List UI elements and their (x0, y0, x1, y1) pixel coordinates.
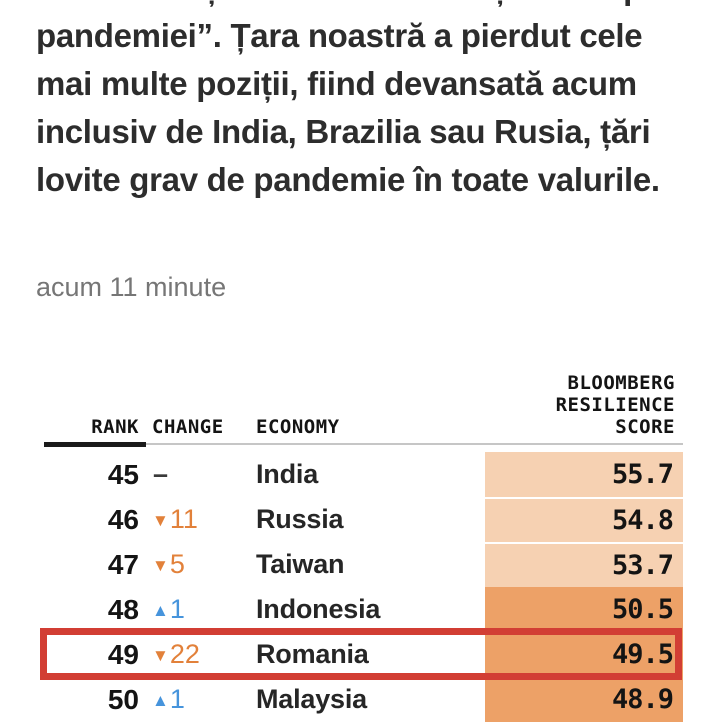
col-header-economy: ECONOMY (256, 416, 340, 438)
score-value: 53.7 (611, 550, 674, 581)
change-value: 22 (169, 639, 200, 669)
score-header-line: BLOOMBERG (567, 372, 675, 394)
table-body: 45 – India 55.7 46 ▼11 Russia 54.8 47 ▼5… (36, 452, 683, 722)
change-cell: – (152, 459, 242, 490)
article-paragraph: bune/rele “țări în care să trăiești în t… (36, 0, 716, 204)
change-cell: ▼11 (152, 504, 242, 535)
economy-cell: Romania (256, 639, 369, 669)
score-cell: 49.5 (485, 632, 683, 677)
change-value: – (153, 459, 169, 489)
table-row: 47 ▼5 Taiwan 53.7 (36, 542, 683, 587)
score-value: 50.5 (611, 594, 674, 625)
rank-cell: 50 (107, 683, 139, 715)
change-cell: ▲1 (152, 684, 242, 715)
article-line: lovite grav de pandemie în toate valuril… (36, 161, 660, 198)
col-header-change: CHANGE (152, 416, 224, 438)
economy-cell: Indonesia (256, 594, 381, 624)
rank-cell: 45 (107, 458, 139, 490)
table-header-row: RANK CHANGE ECONOMY BLOOMBERG RESILIENCE… (36, 368, 683, 438)
header-rule-gray (44, 443, 683, 445)
header-rule-dark (44, 442, 146, 447)
economy-cell: Russia (256, 504, 344, 534)
change-value: 1 (169, 594, 185, 624)
header-rule (36, 442, 683, 450)
table-row: 49 ▼22 Romania 49.5 (36, 632, 683, 677)
change-value: 5 (169, 549, 185, 579)
change-direction-icon: ▲ (152, 691, 169, 710)
article-line: bune/rele “țări în care să trăiești în t… (36, 0, 716, 12)
score-value: 48.9 (611, 684, 674, 715)
change-value: 1 (169, 684, 185, 714)
resilience-score-table: RANK CHANGE ECONOMY BLOOMBERG RESILIENCE… (36, 368, 683, 722)
rank-cell: 47 (107, 548, 139, 580)
rank-cell: 48 (107, 593, 139, 625)
change-direction-icon: ▼ (152, 646, 169, 665)
change-direction-icon: ▼ (152, 556, 169, 575)
economy-cell: Taiwan (256, 549, 345, 579)
article-line: inclusiv de India, Brazilia sau Rusia, ț… (36, 113, 651, 150)
score-cell: 55.7 (485, 452, 683, 497)
score-value: 55.7 (611, 459, 674, 490)
table-row: 48 ▲1 Indonesia 50.5 (36, 587, 683, 632)
score-cell: 53.7 (485, 542, 683, 587)
rank-cell: 46 (107, 503, 139, 535)
table-row: 50 ▲1 Malaysia 48.9 (36, 677, 683, 722)
change-cell: ▼22 (152, 639, 242, 670)
article-timestamp: acum 11 minute (36, 272, 227, 302)
score-value: 54.8 (611, 505, 674, 536)
table-row: 45 – India 55.7 (36, 452, 683, 497)
article-line: mai multe poziții, fiind devansată acum (36, 65, 637, 102)
score-cell: 48.9 (485, 677, 683, 722)
change-cell: ▲1 (152, 594, 242, 625)
change-direction-icon: ▲ (152, 601, 169, 620)
col-header-rank: RANK (91, 416, 139, 438)
economy-cell: Malaysia (256, 684, 367, 714)
change-cell: ▼5 (152, 549, 242, 580)
score-cell: 50.5 (485, 587, 683, 632)
rank-cell: 49 (107, 638, 139, 670)
score-header-line: SCORE (615, 416, 675, 438)
score-header-line: RESILIENCE (555, 394, 675, 416)
article-line: pandemiei”. Țara noastră a pierdut cele (36, 17, 643, 54)
economy-cell: India (256, 459, 319, 489)
score-cell: 54.8 (485, 497, 683, 542)
score-value: 49.5 (611, 639, 674, 670)
change-value: 11 (169, 504, 198, 534)
change-direction-icon: ▼ (152, 511, 169, 530)
table-row: 46 ▼11 Russia 54.8 (36, 497, 683, 542)
col-header-score: BLOOMBERG RESILIENCE SCORE (485, 372, 683, 438)
